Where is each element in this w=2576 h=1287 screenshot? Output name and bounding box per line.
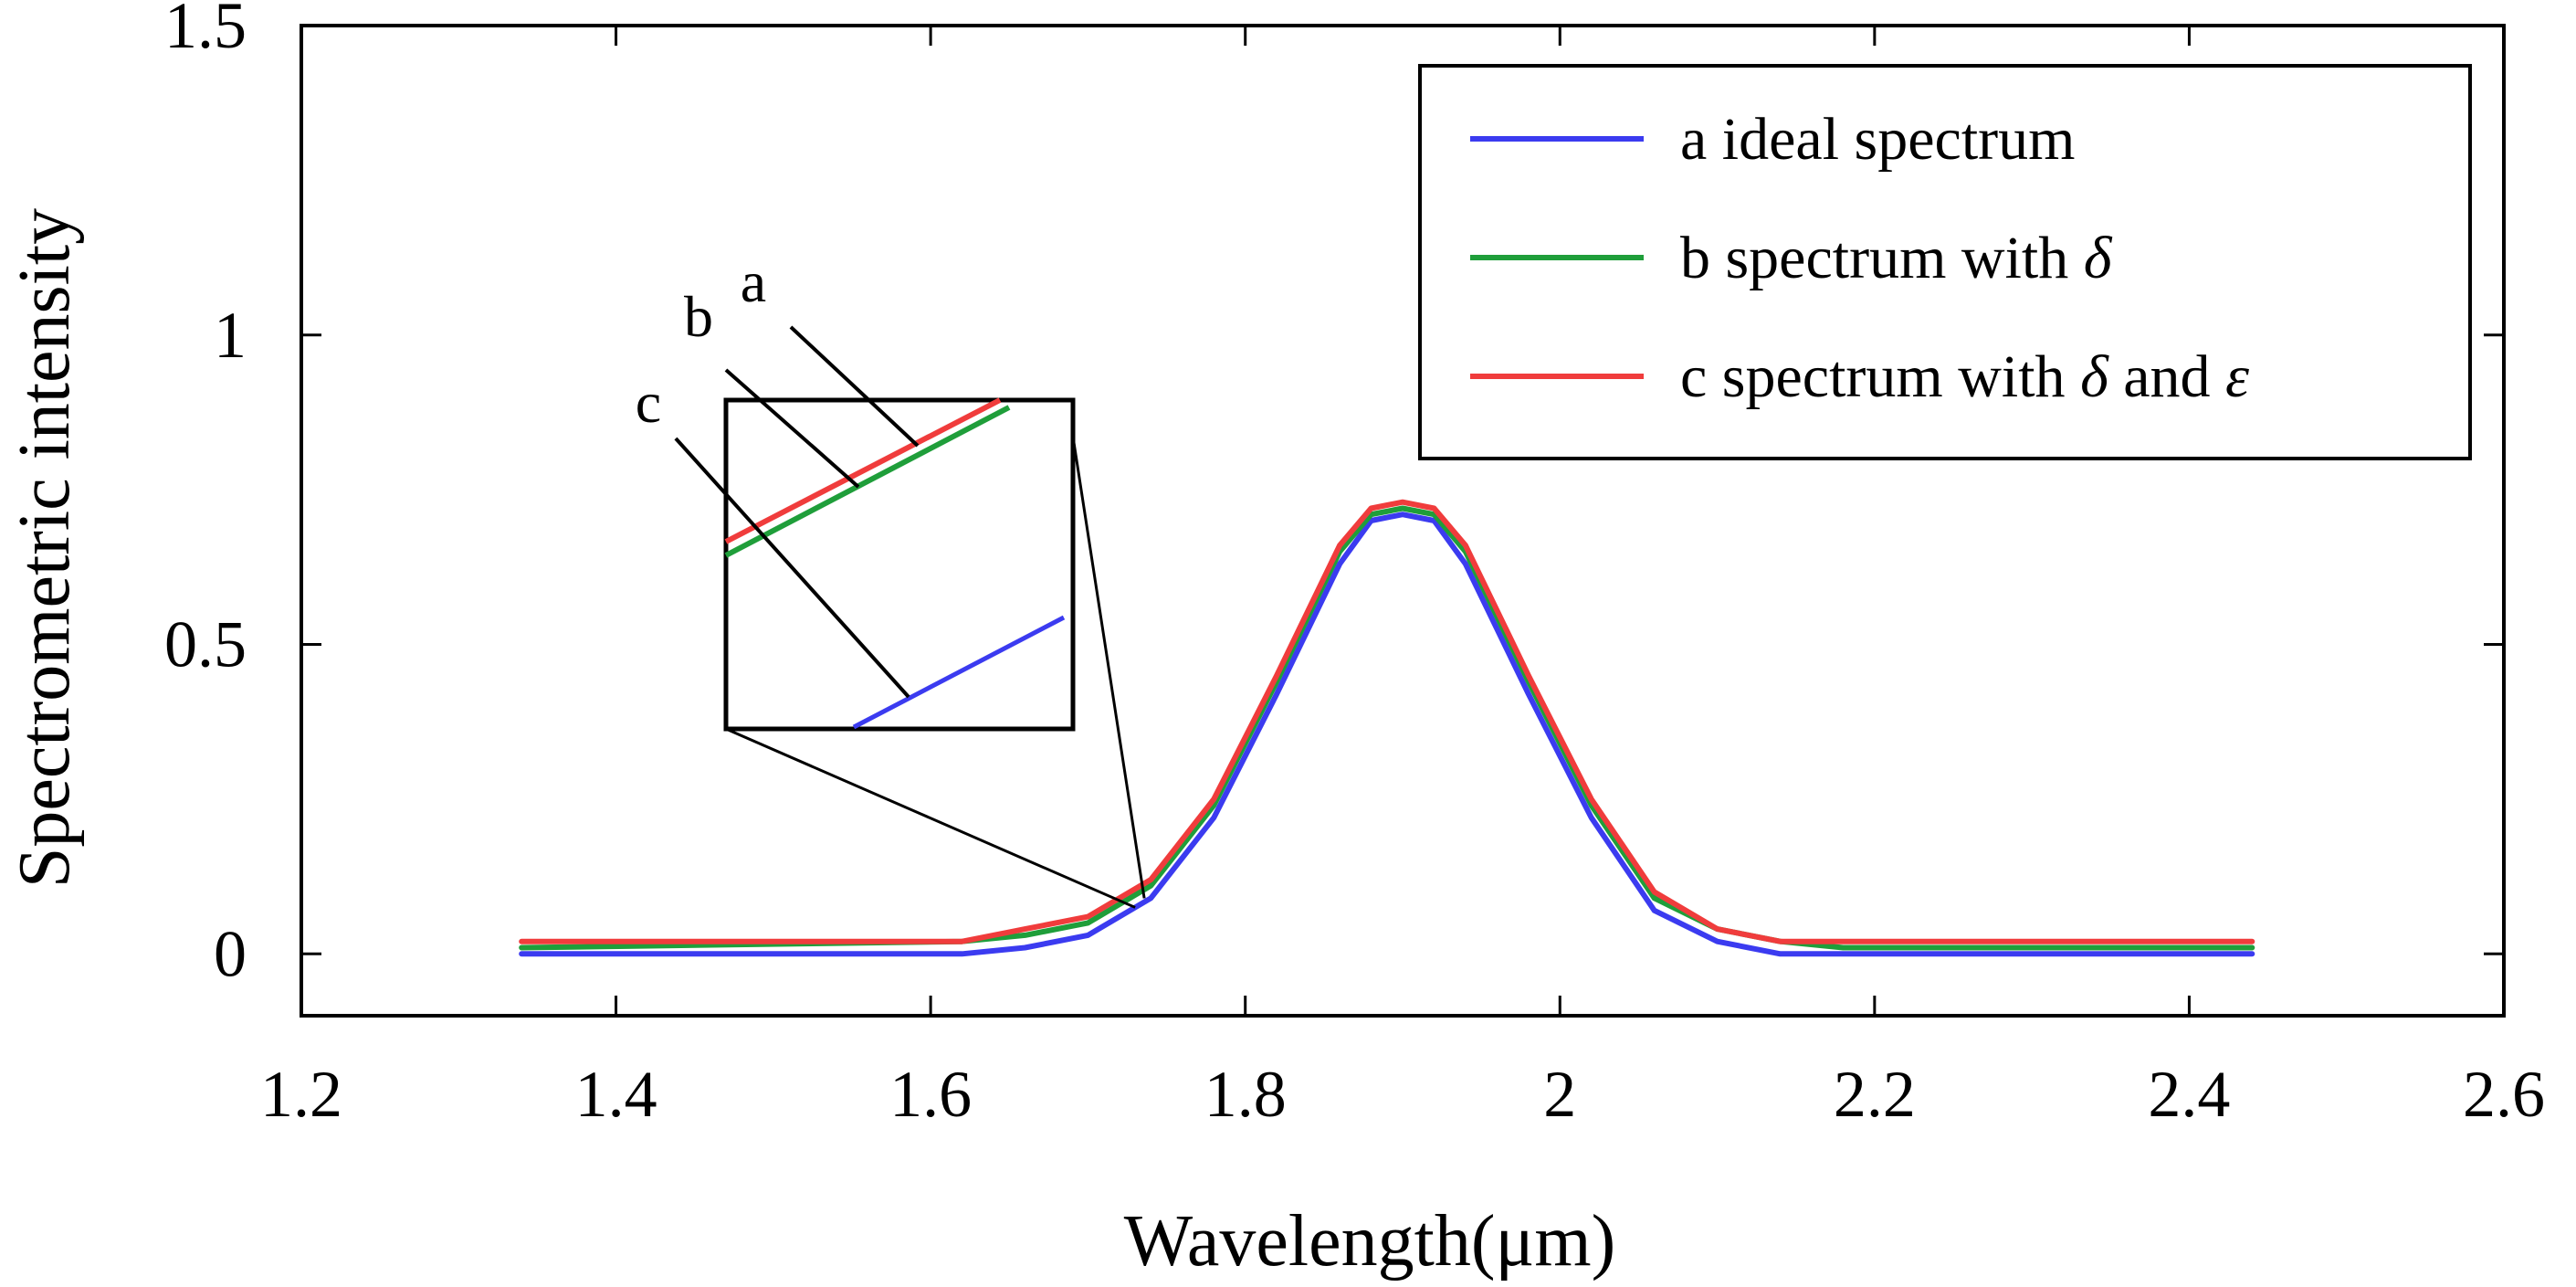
- legend-box: [1418, 64, 2472, 460]
- pointer-line-c: [674, 437, 910, 699]
- y-tick-label: 0: [214, 917, 247, 990]
- pointer-label-b: b: [684, 284, 713, 349]
- x-tick-label: 2.4: [2148, 1058, 2230, 1131]
- legend-label-a: a ideal spectrum: [1680, 106, 2075, 173]
- x-axis-title: Wavelength(μm): [1124, 1201, 1615, 1282]
- plot-frame: [300, 24, 2506, 1018]
- x-tick-label: 2: [1543, 1058, 1576, 1131]
- series-layer: [519, 499, 2255, 957]
- series-line-c: [519, 499, 2255, 944]
- y-tick-label: 1: [214, 299, 247, 372]
- legend-label-b: b spectrum with δ: [1680, 225, 2113, 291]
- zoom-connector-line: [725, 727, 1136, 909]
- x-tick-label: 2.2: [1834, 1058, 1916, 1131]
- x-tick-label: 2.6: [2463, 1058, 2545, 1131]
- zoom-segment-a: [852, 615, 1066, 730]
- axis-frame-layer: 1.2 1.4 1.6 1.8 2 2.2 2.4 2.6 0 0.5 1 1.5: [164, 0, 2545, 1131]
- pointer-line-a: [789, 325, 920, 448]
- y-tick-label: 0.5: [164, 608, 247, 681]
- zoom-inset: abc: [636, 249, 1146, 909]
- axis-labels: Wavelength(μm) Spectrometric intensity: [5, 208, 1615, 1282]
- pointer-label-c: c: [636, 370, 661, 435]
- zoom-segment-b: [724, 405, 1011, 558]
- x-tick-label: 1.4: [575, 1058, 657, 1131]
- x-tick-label: 1.2: [260, 1058, 342, 1131]
- y-axis-title: Spectrometric intensity: [5, 208, 85, 888]
- zoom-connector-line: [1071, 436, 1146, 899]
- x-tick-label: 1.6: [889, 1058, 972, 1131]
- series-line-a: [519, 512, 2255, 957]
- pointer-label-a: a: [741, 249, 766, 314]
- legend-label-c: c spectrum with δ and ε: [1680, 343, 2249, 410]
- zoom-segment-c: [724, 397, 1002, 544]
- y-tick-label: 1.5: [164, 0, 247, 62]
- x-tick-label: 1.8: [1204, 1058, 1287, 1131]
- legend: a ideal spectrum b spectrum with δ c spect…: [1418, 64, 2472, 460]
- pointer-line-b: [724, 368, 860, 489]
